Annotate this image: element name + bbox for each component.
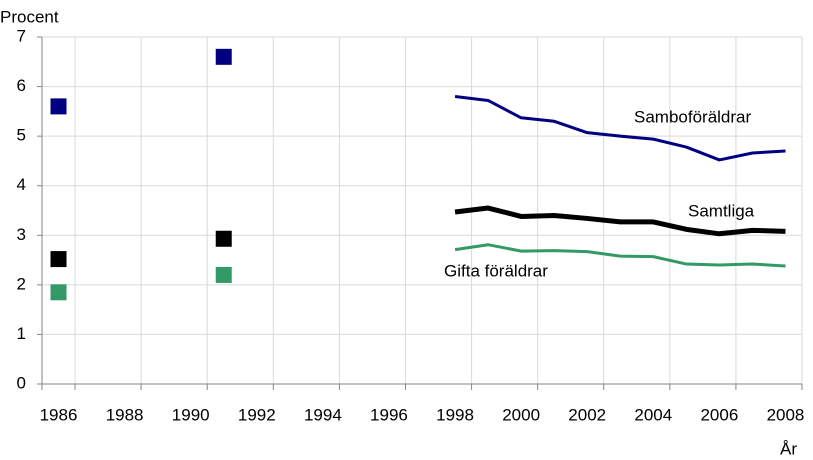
point-marker (50, 251, 67, 268)
x-tick-label: 2008 (767, 405, 805, 424)
y-axis-label: Procent (0, 7, 59, 26)
series-line (454, 243, 786, 268)
point-marker (50, 98, 67, 115)
series-label: Samtliga (688, 201, 755, 220)
point-marker (215, 230, 232, 247)
y-tick-label: 3 (17, 225, 26, 244)
y-tick-label: 6 (17, 76, 26, 95)
x-tick-label: 2004 (634, 405, 672, 424)
x-tick-label: 2000 (502, 405, 540, 424)
x-tick-label: 1992 (238, 405, 276, 424)
x-tick-label: 1996 (370, 405, 408, 424)
x-tick-label: 2002 (568, 405, 606, 424)
y-tick-label: 2 (17, 274, 26, 293)
point-marker (50, 284, 67, 301)
series-label: Samboföräldrar (634, 107, 752, 126)
x-tick-label: 1994 (304, 405, 342, 424)
y-tick-label: 7 (17, 26, 26, 45)
y-tick-label: 5 (17, 126, 26, 145)
point-marker (215, 48, 232, 65)
series-line (454, 94, 786, 162)
x-tick-label: 2006 (700, 405, 738, 424)
series-line (454, 205, 786, 237)
y-tick-label: 4 (17, 175, 26, 194)
series-label: Gifta föräldrar (444, 261, 548, 280)
y-tick-label: 1 (17, 324, 26, 343)
point-marker (215, 266, 232, 283)
x-tick-label: 1986 (40, 405, 78, 424)
x-axis-label: År (780, 439, 797, 458)
x-tick-label: 1998 (436, 405, 474, 424)
y-tick-label: 0 (17, 373, 26, 392)
x-tick-label: 1990 (172, 405, 210, 424)
x-tick-label: 1988 (106, 405, 144, 424)
